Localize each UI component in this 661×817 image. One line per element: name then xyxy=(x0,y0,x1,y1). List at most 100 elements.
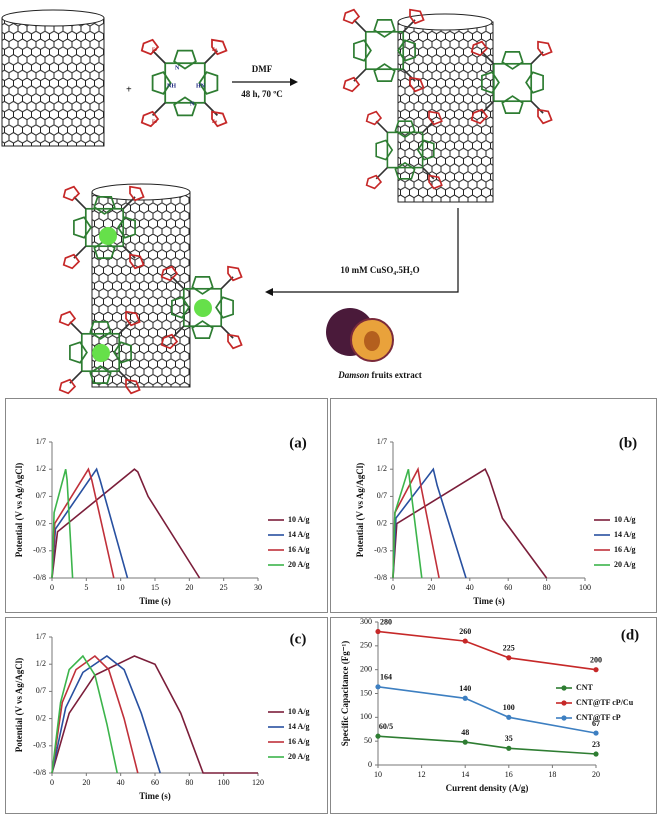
copper-reagent: 10 mM CuSO₄.5H₂O xyxy=(340,265,419,275)
legend-marker xyxy=(561,715,567,721)
copper-center xyxy=(99,227,117,245)
x-axis-title: Time (s) xyxy=(473,596,505,606)
arrowhead xyxy=(290,78,298,86)
y-tick-label: -0/3 xyxy=(33,546,46,555)
value-label: 280 xyxy=(380,617,392,626)
legend-label: 10 A/g xyxy=(288,515,310,524)
data-point xyxy=(506,745,512,751)
series-line xyxy=(51,468,74,579)
legend-marker xyxy=(561,700,567,706)
legend-label: CNT@TF cP/Cu xyxy=(576,698,634,707)
x-tick-label: 40 xyxy=(117,778,125,787)
x-tick-label: 20 xyxy=(592,770,600,779)
y-axis-title: Potential (V vs Ag/AgCl) xyxy=(355,463,365,558)
x-tick-label: 100 xyxy=(218,778,230,787)
value-label: 100 xyxy=(503,703,515,712)
x-tick-label: 15 xyxy=(151,583,159,592)
y-tick-label: -0/8 xyxy=(33,573,46,582)
data-point xyxy=(593,751,599,757)
x-tick-label: 100 xyxy=(579,583,591,592)
x-tick-label: 20 xyxy=(427,583,435,592)
y-tick-label: -0/3 xyxy=(374,546,387,555)
extract-italic: Damson xyxy=(337,370,369,380)
x-tick-label: 5 xyxy=(84,583,88,592)
series-line xyxy=(392,468,423,579)
panel-frame xyxy=(5,617,328,814)
x-tick-label: 80 xyxy=(543,583,551,592)
n-label: N xyxy=(190,101,195,107)
x-tick-label: 10 xyxy=(374,770,382,779)
fe-label: Fe xyxy=(152,120,158,125)
y-tick-label: 0/7 xyxy=(36,686,46,695)
x-tick-label: 60 xyxy=(151,778,159,787)
x-tick-label: 40 xyxy=(466,583,474,592)
copper-center xyxy=(194,299,212,317)
x-tick-label: 10 xyxy=(117,583,125,592)
series-line xyxy=(51,654,118,774)
legend-label: 16 A/g xyxy=(288,545,310,554)
y-tick-label: -0/8 xyxy=(33,768,46,777)
nanotube-top xyxy=(1,9,105,27)
arrowhead xyxy=(265,288,273,296)
panel-frame xyxy=(5,398,328,613)
value-label: 225 xyxy=(503,644,515,653)
y-tick-label: 0/7 xyxy=(36,491,46,500)
series-line xyxy=(51,655,258,774)
x-tick-label: 20 xyxy=(185,583,193,592)
series-line xyxy=(51,467,129,579)
hn-label: HN xyxy=(196,83,206,89)
x-tick-label: 14 xyxy=(461,770,469,779)
data-point xyxy=(593,730,599,736)
x-tick-label: 12 xyxy=(418,770,426,779)
legend-marker xyxy=(561,685,567,691)
n-label: N xyxy=(175,65,180,71)
value-label: 35 xyxy=(505,734,513,743)
data-point xyxy=(593,667,599,673)
y-tick-label: 300 xyxy=(360,617,372,626)
fe-label: Fe xyxy=(152,48,158,53)
extract-rest: fruits extract xyxy=(369,370,421,380)
data-point xyxy=(506,655,512,661)
panel-label: (b) xyxy=(619,435,637,451)
y-axis-title: Specific Capacitance (Fg⁻¹) xyxy=(340,641,350,746)
value-label: 23 xyxy=(592,740,600,749)
x-tick-label: 30 xyxy=(254,583,262,592)
y-tick-label: 0/7 xyxy=(377,491,387,500)
series-line xyxy=(51,468,201,579)
legend-label: 14 A/g xyxy=(288,530,310,539)
x-tick-label: 18 xyxy=(548,770,556,779)
y-tick-label: 50 xyxy=(364,736,372,745)
series-line xyxy=(377,686,597,734)
legend-label: 16 A/g xyxy=(288,737,310,746)
y-tick-label: 1/2 xyxy=(36,464,46,473)
x-axis-title: Current density (A/g) xyxy=(446,783,529,793)
value-label: 140 xyxy=(459,684,471,693)
conditions: 48 h, 70 ºC xyxy=(241,89,282,99)
x-tick-label: 25 xyxy=(220,583,228,592)
nanotube-top xyxy=(397,13,493,31)
legend-label: 10 A/g xyxy=(614,515,636,524)
value-label: 260 xyxy=(459,627,471,636)
panel-frame xyxy=(330,398,657,613)
y-tick-label: 100 xyxy=(360,712,372,721)
x-tick-label: 0 xyxy=(391,583,395,592)
y-tick-label: -0/3 xyxy=(33,741,46,750)
plum-stone xyxy=(364,331,380,351)
legend-label: 20 A/g xyxy=(288,752,310,761)
value-label: 200 xyxy=(590,655,602,664)
legend-label: 10 A/g xyxy=(288,707,310,716)
x-tick-label: 0 xyxy=(50,778,54,787)
series-line xyxy=(377,735,597,755)
y-tick-label: 1/7 xyxy=(36,437,46,446)
x-tick-label: 0 xyxy=(50,583,54,592)
legend-label: 20 A/g xyxy=(288,560,310,569)
extract-label: Damson fruits extract xyxy=(337,370,422,380)
value-label: 67 xyxy=(592,719,600,728)
data-point xyxy=(462,695,468,701)
series-line xyxy=(51,654,139,774)
x-axis-title: Time (s) xyxy=(139,791,171,801)
panel-label: (c) xyxy=(290,631,307,647)
y-tick-label: 0/2 xyxy=(36,518,46,527)
panel-label: (a) xyxy=(289,435,307,451)
